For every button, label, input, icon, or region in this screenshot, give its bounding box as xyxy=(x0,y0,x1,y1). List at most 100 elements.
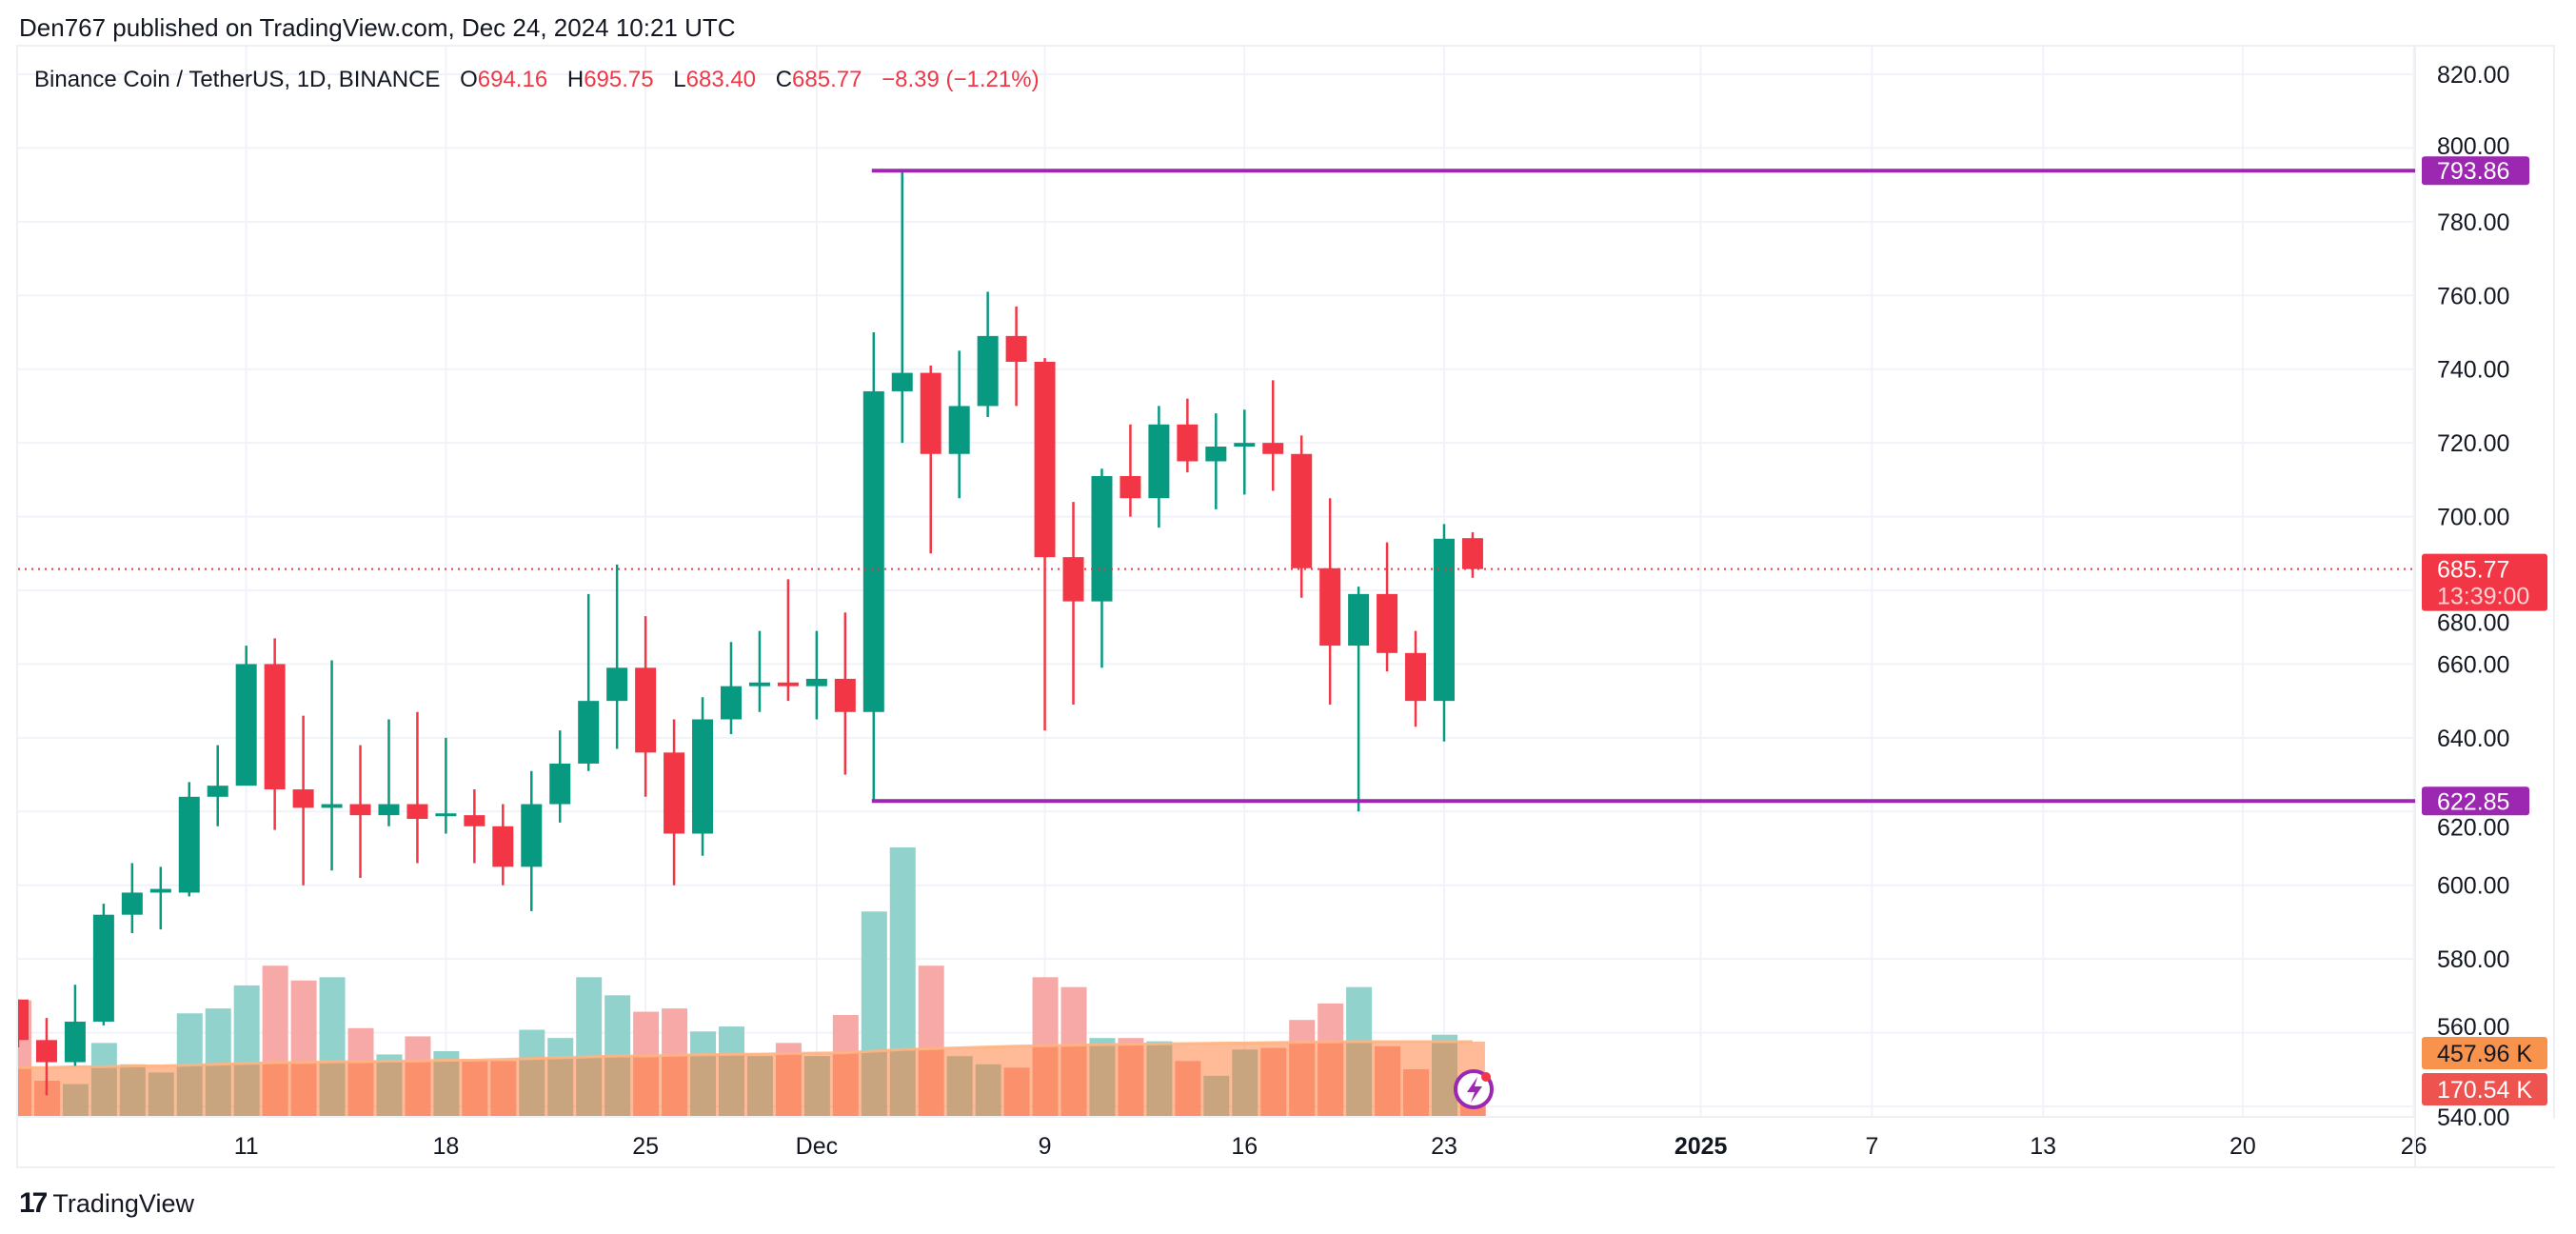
candle-body xyxy=(1434,538,1455,702)
candle[interactable] xyxy=(1461,532,1483,578)
candle[interactable] xyxy=(635,616,657,797)
last-price-label: 685.77 xyxy=(2437,557,2509,584)
candle[interactable] xyxy=(35,1018,57,1096)
publisher-caption: Den767 published on TradingView.com, Dec… xyxy=(19,13,736,42)
candle[interactable] xyxy=(349,745,371,878)
lightning-icon[interactable] xyxy=(1454,1069,1494,1109)
candle[interactable] xyxy=(521,770,543,911)
candle[interactable] xyxy=(1319,498,1341,706)
candle[interactable] xyxy=(464,789,485,864)
volume-last-badge xyxy=(2422,1073,2547,1105)
legend-open-label: O xyxy=(460,67,478,92)
candle[interactable] xyxy=(606,564,628,749)
candle-body xyxy=(149,888,171,893)
candle[interactable] xyxy=(1034,358,1056,731)
tradingview-logo[interactable]: 17 TradingView xyxy=(19,1187,194,1220)
candle-body xyxy=(18,999,29,1041)
candle[interactable] xyxy=(549,730,571,823)
candle[interactable] xyxy=(178,782,200,897)
bar-countdown-label: 13:39:00 xyxy=(2437,584,2529,610)
candle[interactable] xyxy=(834,612,856,775)
candle-body xyxy=(1177,424,1199,462)
candle[interactable] xyxy=(721,642,742,734)
candle[interactable] xyxy=(1434,524,1455,742)
candle[interactable] xyxy=(1234,409,1256,495)
candle[interactable] xyxy=(1262,380,1284,491)
candle[interactable] xyxy=(8,999,29,1048)
candle[interactable] xyxy=(235,646,257,786)
candle[interactable] xyxy=(977,291,999,418)
candle[interactable] xyxy=(1405,630,1427,727)
candle-body xyxy=(1234,443,1256,448)
candle-body xyxy=(862,390,884,712)
candle[interactable] xyxy=(777,579,799,702)
candle[interactable] xyxy=(692,697,714,856)
x-tick-label: 9 xyxy=(1039,1133,1052,1160)
candle-body xyxy=(1005,335,1027,362)
candle[interactable] xyxy=(264,638,286,830)
candle[interactable] xyxy=(948,350,970,499)
level-price-badge xyxy=(2422,786,2529,816)
candle[interactable] xyxy=(321,660,343,871)
candle[interactable] xyxy=(64,985,86,1066)
x-tick-label: 26 xyxy=(2401,1133,2427,1160)
candle[interactable] xyxy=(292,715,314,886)
candle[interactable] xyxy=(1348,587,1370,812)
candle-body xyxy=(1377,593,1398,653)
candle[interactable] xyxy=(1291,435,1313,598)
candle[interactable] xyxy=(920,365,941,554)
candle-body xyxy=(948,406,970,454)
candles xyxy=(8,170,1483,1096)
candle-body xyxy=(121,892,143,915)
candle[interactable] xyxy=(1120,424,1141,517)
legend-high: 695.75 xyxy=(584,67,654,92)
tradingview-logo-icon: 17 xyxy=(19,1187,48,1219)
x-tick-label: 23 xyxy=(1431,1133,1457,1160)
level-price-badge xyxy=(2422,156,2529,186)
candle[interactable] xyxy=(862,332,884,802)
candle[interactable] xyxy=(121,863,143,934)
y-tick-label: 820.00 xyxy=(2437,62,2509,89)
candle[interactable] xyxy=(1005,306,1027,407)
candle-body xyxy=(349,804,371,816)
candle-body xyxy=(1062,557,1084,602)
candle[interactable] xyxy=(378,719,400,826)
candle[interactable] xyxy=(891,170,913,444)
candle[interactable] xyxy=(492,804,514,886)
candle[interactable] xyxy=(805,630,827,720)
legend-open: 694.16 xyxy=(477,67,548,92)
volume-ma-line xyxy=(18,1040,1473,1069)
y-tick-label: 560.00 xyxy=(2437,1014,2509,1041)
y-tick-label: 800.00 xyxy=(2437,133,2509,160)
candle-body xyxy=(321,804,343,808)
candle[interactable] xyxy=(406,711,428,864)
candle[interactable] xyxy=(1091,468,1113,668)
x-tick-label: 13 xyxy=(2030,1133,2056,1160)
axis-corner xyxy=(2417,1119,2555,1166)
candle-body xyxy=(891,372,913,391)
notification-dot-icon xyxy=(1481,1072,1491,1082)
volume-ma-badge xyxy=(2422,1037,2547,1069)
x-tick-label: 18 xyxy=(432,1133,459,1160)
candle-body xyxy=(35,1040,57,1063)
chart-legend: Binance Coin / TetherUS, 1D, BINANCE O69… xyxy=(34,67,1040,93)
x-tick-label: 2025 xyxy=(1674,1133,1728,1160)
candle[interactable] xyxy=(92,904,114,1025)
candle[interactable] xyxy=(149,866,171,930)
axes: 820.00 800.00 780.00 760.00 740.00 720.00 700.… xyxy=(16,45,2555,1168)
candle[interactable] xyxy=(1148,406,1170,528)
candle[interactable] xyxy=(664,719,685,886)
candle[interactable] xyxy=(1377,542,1398,672)
legend-close-label: C xyxy=(775,67,793,92)
candle[interactable] xyxy=(1205,413,1227,509)
candle[interactable] xyxy=(1177,398,1199,473)
candle[interactable] xyxy=(207,745,228,826)
candle-body xyxy=(1120,475,1141,499)
candle[interactable] xyxy=(578,593,600,771)
candle[interactable] xyxy=(1062,502,1084,706)
candle[interactable] xyxy=(435,737,457,834)
grid-lines xyxy=(18,47,2415,1117)
candle[interactable] xyxy=(748,630,770,712)
